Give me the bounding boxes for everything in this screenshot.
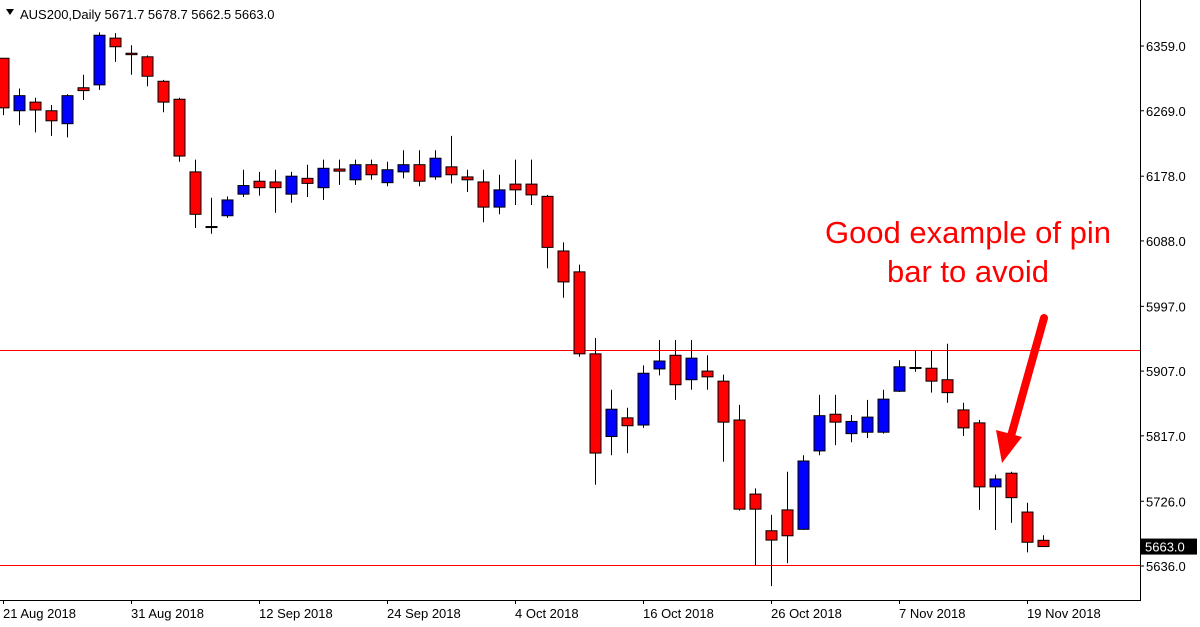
- candle-body: [1005, 472, 1018, 499]
- y-tick-label: 5817.0: [1146, 429, 1186, 444]
- candle-body: [573, 271, 586, 355]
- annotation-arrowhead: [996, 430, 1022, 463]
- candle-body: [589, 353, 602, 454]
- candle-body: [29, 101, 42, 111]
- candle-body: [957, 409, 970, 429]
- candle-body: [253, 180, 266, 189]
- x-tick-label: 19 Nov 2018: [1027, 606, 1101, 621]
- candle-body: [397, 164, 410, 173]
- candle-body: [13, 95, 26, 112]
- candle-body: [557, 250, 570, 283]
- candle-body: [797, 460, 810, 530]
- y-tick-label: 5997.0: [1146, 299, 1186, 314]
- candle-body: [429, 157, 442, 178]
- candle-body: [781, 509, 794, 537]
- candle-body: [477, 181, 490, 208]
- y-tick-label: 5726.0: [1146, 494, 1186, 509]
- candle-body: [669, 354, 682, 386]
- candle-body: [701, 370, 714, 378]
- candle-body: [349, 164, 362, 181]
- x-tick-label: 16 Oct 2018: [643, 606, 714, 621]
- candle-body: [973, 422, 986, 488]
- candle-body: [285, 175, 298, 195]
- last-price-label: 5663.0: [1145, 540, 1185, 555]
- x-tick-label: 7 Nov 2018: [899, 606, 966, 621]
- candle-body: [205, 226, 218, 229]
- candle-body: [845, 420, 858, 435]
- candle-body: [525, 183, 538, 196]
- candle-body: [269, 181, 282, 189]
- candle-body: [861, 416, 874, 433]
- title-marker: [6, 9, 14, 15]
- candle-body: [685, 357, 698, 381]
- y-tick-label: 6088.0: [1146, 234, 1186, 249]
- candle-body: [813, 415, 826, 452]
- candle-body: [93, 34, 106, 86]
- candle-body: [333, 168, 346, 172]
- candle-body: [541, 195, 554, 248]
- candle-body: [461, 176, 474, 181]
- candle-body: [413, 164, 426, 182]
- candle-body: [493, 189, 506, 208]
- x-tick-label: 31 Aug 2018: [131, 606, 204, 621]
- candle-body: [909, 366, 922, 369]
- candle-body: [109, 37, 122, 48]
- candle-body: [0, 57, 10, 109]
- x-tick-label: 24 Sep 2018: [387, 606, 461, 621]
- candle-body: [157, 80, 170, 103]
- candle-body: [509, 183, 522, 191]
- x-tick-label: 21 Aug 2018: [3, 606, 76, 621]
- x-tick-label: 4 Oct 2018: [515, 606, 579, 621]
- candle-body: [125, 52, 138, 56]
- y-tick-label: 6359.0: [1146, 39, 1186, 54]
- candle-body: [829, 413, 842, 423]
- x-tick-label: 26 Oct 2018: [771, 606, 842, 621]
- candle-body: [893, 366, 906, 392]
- y-tick-label: 6178.0: [1146, 169, 1186, 184]
- y-tick-label: 6269.0: [1146, 104, 1186, 119]
- y-tick-label: 5636.0: [1146, 559, 1186, 574]
- candle-body: [749, 493, 762, 510]
- candle-body: [941, 379, 954, 394]
- candle-body: [1021, 511, 1034, 543]
- candle-body: [717, 380, 730, 423]
- candle-body: [765, 530, 778, 541]
- candle-body: [221, 199, 234, 217]
- candle-body: [365, 164, 378, 176]
- annotation: bar to avoid: [887, 254, 1049, 289]
- candle-body: [605, 408, 618, 438]
- candle-body: [61, 95, 74, 125]
- candle-body: [381, 169, 394, 184]
- candle-body: [925, 367, 938, 382]
- candle-body: [141, 56, 154, 77]
- candle-body: [445, 166, 458, 176]
- x-tick-label: 12 Sep 2018: [259, 606, 333, 621]
- candle-body: [1037, 539, 1050, 548]
- candle-body: [189, 171, 202, 215]
- chart-title: AUS200,Daily 5671.7 5678.7 5662.5 5663.0: [20, 7, 274, 22]
- candle-body: [653, 360, 666, 370]
- candle-body: [173, 98, 186, 157]
- candle-body: [77, 87, 90, 92]
- last-price-box: [1141, 538, 1197, 555]
- candle-body: [237, 185, 250, 195]
- y-tick-label: 5907.0: [1146, 364, 1186, 379]
- annotation: Good example of pin: [825, 215, 1111, 250]
- candle-body: [637, 372, 650, 426]
- plot-area: [0, 32, 1140, 587]
- candle-body: [989, 478, 1002, 488]
- annotation-arrow: [1007, 314, 1048, 440]
- candle-body: [877, 398, 890, 433]
- candle-body: [733, 419, 746, 510]
- candle-body: [317, 167, 330, 189]
- candle-body: [301, 177, 314, 184]
- candle-body: [45, 110, 58, 122]
- candle-body: [621, 417, 634, 427]
